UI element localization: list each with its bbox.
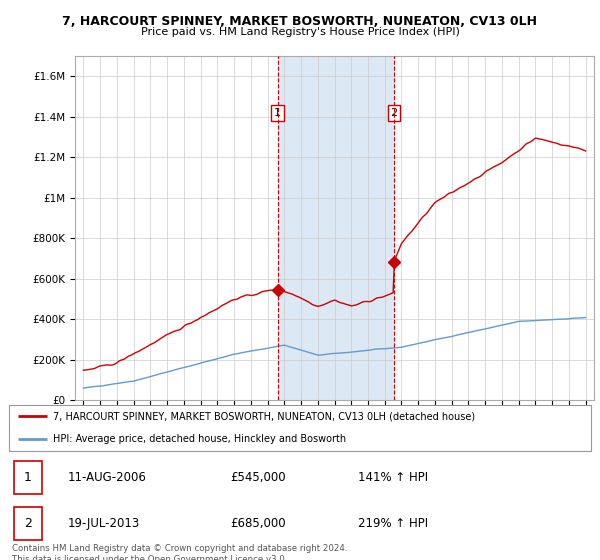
Text: 2: 2 (391, 108, 397, 118)
Text: 219% ↑ HPI: 219% ↑ HPI (358, 517, 428, 530)
Text: Contains HM Land Registry data © Crown copyright and database right 2024.
This d: Contains HM Land Registry data © Crown c… (12, 544, 347, 560)
Text: 1: 1 (274, 108, 281, 118)
Text: £545,000: £545,000 (230, 471, 286, 484)
Text: 7, HARCOURT SPINNEY, MARKET BOSWORTH, NUNEATON, CV13 0LH (detached house): 7, HARCOURT SPINNEY, MARKET BOSWORTH, NU… (53, 412, 475, 421)
Bar (278, 56, 394, 400)
Text: 2: 2 (23, 517, 32, 530)
Bar (14, 506, 41, 540)
Text: £685,000: £685,000 (230, 517, 286, 530)
Text: 141% ↑ HPI: 141% ↑ HPI (358, 471, 428, 484)
Text: Price paid vs. HM Land Registry's House Price Index (HPI): Price paid vs. HM Land Registry's House … (140, 27, 460, 38)
Text: 11-AUG-2006: 11-AUG-2006 (67, 471, 146, 484)
Text: HPI: Average price, detached house, Hinckley and Bosworth: HPI: Average price, detached house, Hinc… (53, 435, 346, 444)
Text: 7, HARCOURT SPINNEY, MARKET BOSWORTH, NUNEATON, CV13 0LH: 7, HARCOURT SPINNEY, MARKET BOSWORTH, NU… (62, 15, 538, 28)
Bar (14, 460, 41, 494)
Text: 19-JUL-2013: 19-JUL-2013 (67, 517, 139, 530)
Text: 1: 1 (23, 471, 32, 484)
